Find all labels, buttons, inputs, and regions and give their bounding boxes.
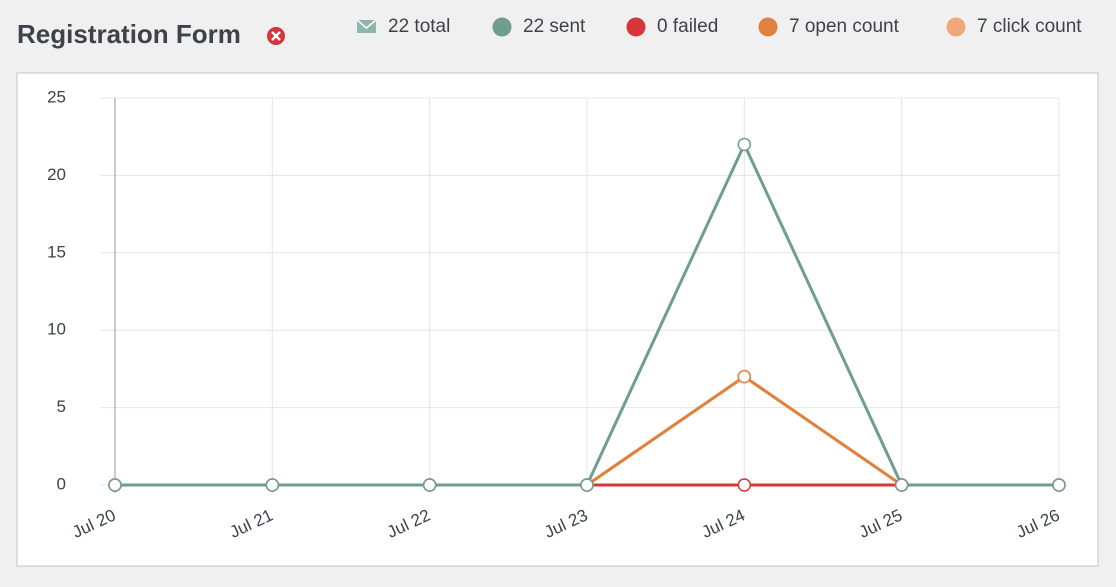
data-point (108, 478, 122, 492)
data-point (894, 478, 909, 492)
legend-label: 0 failed (657, 16, 718, 37)
legend-swatch (946, 17, 966, 37)
y-tick-label: 10 (47, 320, 66, 339)
chart-panel (16, 72, 1099, 567)
legend-swatch (626, 17, 646, 37)
data-point (1052, 478, 1066, 492)
legend-label: 7 open count (789, 16, 900, 37)
close-cross[interactable] (271, 31, 281, 41)
data-point (737, 137, 752, 152)
legend-label: 7 click count (977, 16, 1082, 37)
y-tick-label: 20 (47, 165, 66, 184)
data-point (737, 369, 752, 384)
close-icon[interactable] (267, 27, 285, 45)
y-tick-label: 0 (57, 474, 66, 493)
data-point (580, 478, 594, 492)
envelope-flap (356, 19, 377, 29)
data-point (737, 478, 752, 492)
y-tick-label: 5 (57, 397, 66, 416)
legend-label: 22 sent (523, 16, 586, 37)
y-tick-label: 15 (47, 242, 66, 261)
legend-swatch (758, 17, 778, 37)
legend-swatch (492, 17, 512, 37)
data-point (422, 478, 437, 492)
legend-total: 22 total (356, 16, 450, 37)
chart-title: Registration Form (17, 19, 241, 49)
legend-label: 22 total (388, 16, 450, 37)
y-tick-label: 25 (47, 87, 66, 106)
data-point (265, 478, 280, 492)
